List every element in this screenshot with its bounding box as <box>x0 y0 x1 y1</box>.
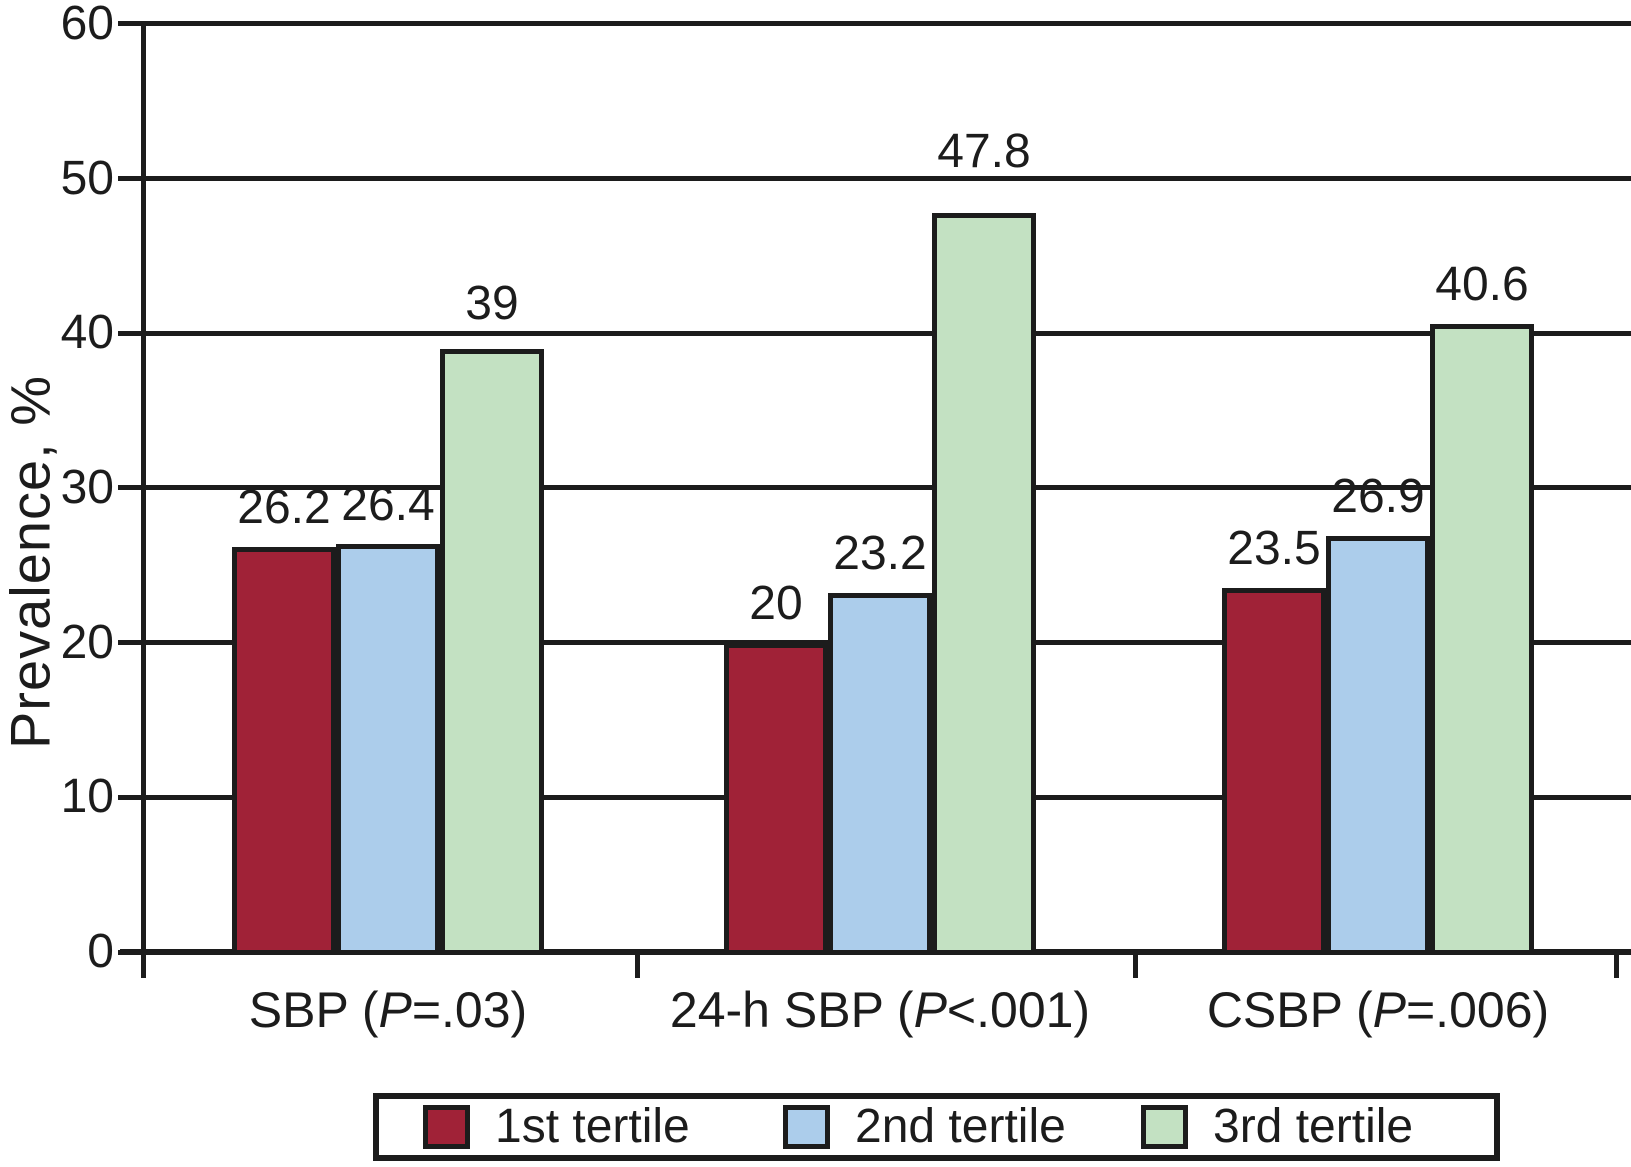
category-label-text: CSBP ( <box>1206 982 1373 1038</box>
category-label-pvalue-var: P <box>913 982 947 1038</box>
legend-box: 1st tertile 2nd tertile 3rd tertile <box>373 1093 1500 1161</box>
y-tick-20 <box>118 640 143 645</box>
bar-value-label: 20 <box>749 577 803 630</box>
x-tick-1 <box>635 952 640 978</box>
bar-1st-tertile-0 <box>232 547 336 955</box>
y-tick-label-0: 0 <box>87 925 114 978</box>
x-tick-3 <box>1614 952 1619 978</box>
bar-value-label: 26.4 <box>341 478 435 531</box>
bar-1st-tertile-1 <box>724 643 828 955</box>
category-label-text: <.001) <box>946 982 1091 1038</box>
category-label-pvalue-var: P <box>378 982 412 1038</box>
y-tick-40 <box>118 331 143 336</box>
category-label-pvalue-var: P <box>1372 982 1406 1038</box>
x-axis-label-2: CSBP (P=.006) <box>1078 983 1631 1037</box>
bar-3rd-tertile-1 <box>932 213 1036 955</box>
category-label-text: 24-h SBP ( <box>669 982 914 1038</box>
legend-label-2nd-tertile: 2nd tertile <box>855 1100 1066 1153</box>
y-tick-label-50: 50 <box>60 152 114 205</box>
gridline-50 <box>143 176 1631 181</box>
y-axis-title: Prevalence, % <box>0 374 62 750</box>
gridline-40 <box>143 331 1631 336</box>
y-tick-label-30: 30 <box>60 461 114 514</box>
bar-2nd-tertile-1 <box>828 593 932 955</box>
y-tick-30 <box>118 485 143 490</box>
y-tick-60 <box>118 21 143 26</box>
bar-3rd-tertile-2 <box>1430 324 1534 955</box>
x-axis-label-0: SBP (P=.03) <box>88 983 688 1037</box>
bar-value-label: 47.8 <box>937 125 1031 178</box>
y-axis-line <box>141 22 146 955</box>
bar-value-label: 40.6 <box>1435 258 1529 311</box>
y-tick-label-20: 20 <box>60 616 114 669</box>
y-tick-label-60: 60 <box>60 0 114 50</box>
y-tick-50 <box>118 176 143 181</box>
gridline-30 <box>143 485 1631 490</box>
bar-3rd-tertile-0 <box>440 349 544 955</box>
y-tick-label-10: 10 <box>60 770 114 823</box>
x-tick-0 <box>141 952 146 978</box>
bar-value-label: 23.2 <box>833 527 927 580</box>
bar-value-label: 39 <box>465 277 519 330</box>
category-label-text: =.006) <box>1405 982 1550 1038</box>
legend-label-3rd-tertile: 3rd tertile <box>1213 1100 1414 1153</box>
legend-swatch-1st-tertile <box>423 1105 470 1149</box>
category-label-text: =.03) <box>411 982 528 1038</box>
category-label-text: SBP ( <box>248 982 379 1038</box>
x-tick-2 <box>1133 952 1138 978</box>
legend-label-1st-tertile: 1st tertile <box>495 1100 690 1153</box>
gridline-60 <box>143 21 1631 26</box>
y-tick-label-40: 40 <box>60 306 114 359</box>
bar-value-label: 26.9 <box>1331 470 1425 523</box>
bar-value-label: 23.5 <box>1227 522 1321 575</box>
legend-swatch-2nd-tertile <box>783 1105 830 1149</box>
bar-2nd-tertile-0 <box>336 544 440 955</box>
x-axis-label-1: 24-h SBP (P<.001) <box>580 983 1180 1037</box>
bar-2nd-tertile-2 <box>1326 536 1430 955</box>
bar-value-label: 26.2 <box>237 481 331 534</box>
legend-swatch-3rd-tertile <box>1141 1105 1188 1149</box>
y-tick-10 <box>118 795 143 800</box>
bar-1st-tertile-2 <box>1222 588 1326 955</box>
